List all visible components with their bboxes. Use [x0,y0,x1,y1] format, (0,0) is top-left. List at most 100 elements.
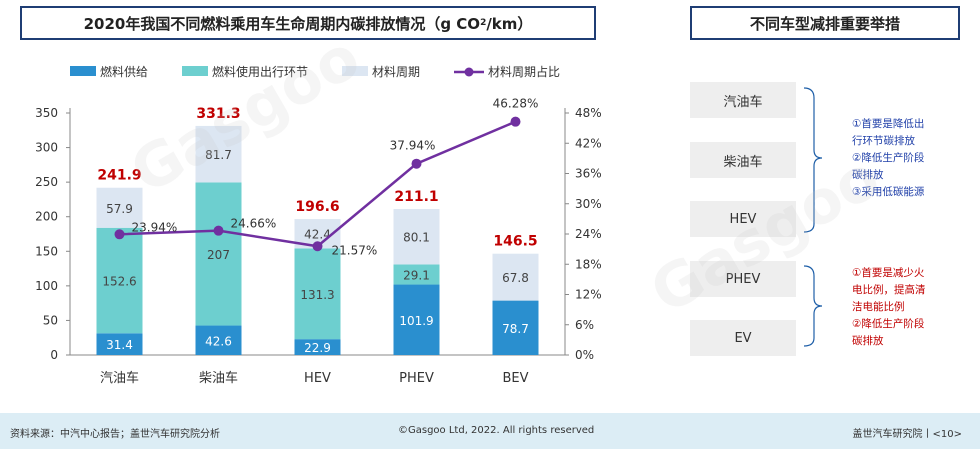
measures-note-top: ①首要是降低出 行环节碳排放 ②降低生产阶段 碳排放 ③采用低碳能源 [852,116,968,201]
y2-tick-label: 24% [575,227,602,241]
legend-line-marker [464,67,474,77]
note-line: 碳排放 [852,169,884,181]
y2-tick-label: 36% [575,167,602,181]
note-line: ①首要是减少火 [852,267,925,279]
y-tick-label: 300 [35,141,58,155]
bar-segment [195,125,242,183]
bar-total-label: 196.6 [295,199,339,215]
footer-source: 资料来源：中汽中心报告；盖世汽车研究院分析 [10,429,220,440]
line-point-label: 37.94% [390,139,436,153]
legend-swatch [182,66,208,76]
y-tick-label: 150 [35,244,58,258]
legend-label: 材料周期 [372,65,420,79]
bar-segment [195,182,242,326]
bar-value-label: 78.7 [502,322,529,336]
note-line: ①首要是降低出 [852,118,925,130]
bar-value-label: 29.1 [403,268,430,282]
y2-tick-label: 6% [575,318,594,332]
bracket-top [803,87,823,233]
y-tick-label: 100 [35,279,58,293]
legend-label: 材料周期占比 [488,64,560,79]
line-point [510,116,521,127]
y2-tick-label: 12% [575,288,602,302]
x-tick-label: HEV [304,371,331,386]
measure-box-hev: HEV [690,201,796,237]
measure-box-gasoline: 汽油车 [690,82,796,118]
footer: 资料来源：中汽中心报告；盖世汽车研究院分析 ©Gasgoo Ltd, 2022.… [0,413,980,449]
bar-segment [393,284,440,355]
y2-tick-label: 0% [575,348,594,362]
y2-tick-label: 42% [575,136,602,150]
measures-title: 不同车型减排重要举措 [749,14,900,33]
bar-value-label: 81.7 [205,148,232,162]
footer-page: 盖世汽车研究院丨<10> [852,429,962,440]
legend-label: 燃料使用出行环节 [212,64,308,79]
y-tick-label: 250 [35,175,58,189]
note-line: ②降低生产阶段 [852,318,925,330]
y-tick-label: 350 [35,106,58,120]
bar-value-label: 207 [207,248,230,262]
measure-box-diesel: 柴油车 [690,142,796,178]
measure-box-ev: EV [690,320,796,356]
legend-label: 燃料供给 [100,64,148,79]
line-point [213,225,224,236]
bar-segment [294,339,341,355]
x-tick-label: BEV [502,371,528,386]
bar-total-label: 331.3 [196,106,240,122]
bar-value-label: 31.4 [106,338,133,352]
bar-segment [96,187,143,228]
note-line: ③采用低碳能源 [852,186,925,198]
line-point-label: 21.57% [332,243,378,257]
bar-value-label: 131.3 [300,288,334,302]
bar-value-label: 67.8 [502,271,529,285]
footer-copyright: ©Gasgoo Ltd, 2022. All rights reserved [398,425,595,436]
chart-title-box: 2020年我国不同燃料乘用车生命周期内碳排放情况（g CO 2/km） [20,6,596,40]
x-tick-label: PHEV [399,371,434,386]
bar-value-label: 42.4 [304,228,331,242]
bracket-bottom [803,265,823,347]
y-tick-label: 50 [43,313,58,327]
line-point [114,229,125,240]
line-point [312,241,323,252]
x-tick-label: 柴油车 [199,370,238,386]
y2-tick-label: 30% [575,197,602,211]
measure-box-phev: PHEV [690,261,796,297]
measures-note-bottom: ①首要是减少火 电比例，提高清 洁电能比例 ②降低生产阶段 碳排放 [852,265,968,350]
legend-swatch [342,66,368,76]
bar-segment [393,209,440,265]
line-point [411,158,422,169]
chart-title-subscript: 2 [480,18,487,28]
bar-segment [492,300,539,355]
emission-chart: 0 50 100 150 200 250 300 350 0% 6% 12% 18% 24% 30% 36%… [35,64,602,386]
bar-segment [96,227,143,334]
y2-tick-label: 18% [575,257,602,271]
bar-segment [294,248,341,340]
bar-value-label: 57.9 [106,202,133,216]
bar-segment [96,333,143,355]
measures-title-box: 不同车型减排重要举措 [690,6,960,40]
bar-segment [393,264,440,285]
bar-segment [492,253,539,301]
chart-title-end: /km） [486,14,533,33]
bar-value-label: 42.6 [205,334,232,348]
legend-swatch [70,66,96,76]
y2-tick-label: 48% [575,106,602,120]
x-tick-label: 汽油车 [100,370,139,386]
bar-total-label: 241.9 [97,168,141,184]
bar-value-label: 80.1 [403,231,430,245]
bar-total-label: 211.1 [394,189,438,205]
note-line: 洁电能比例 [852,301,905,313]
bar-value-label: 152.6 [102,275,136,289]
note-line: 电比例，提高清 [852,284,926,296]
line-point-label: 24.66% [231,217,277,231]
chart-title: 2020年我国不同燃料乘用车生命周期内碳排放情况（g CO [83,14,481,33]
note-line: ②降低生产阶段 [852,152,925,164]
bar-total-label: 146.5 [493,234,537,250]
y-tick-label: 200 [35,210,58,224]
bar-value-label: 101.9 [399,314,433,328]
bar-segment [195,325,242,355]
note-line: 碳排放 [852,335,884,347]
line-point-label: 23.94% [132,220,178,234]
note-line: 行环节碳排放 [852,135,915,147]
